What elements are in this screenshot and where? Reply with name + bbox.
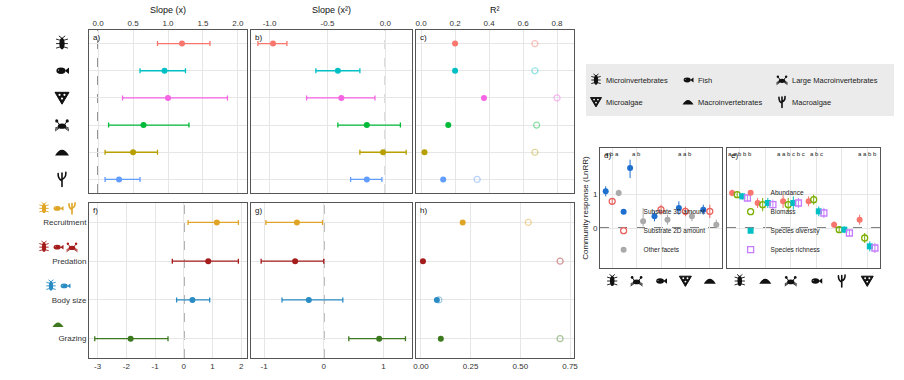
svg-text:-0.5: -0.5 [321, 19, 335, 28]
svg-text:Macroalgae: Macroalgae [792, 98, 831, 107]
svg-text:a b a: a b a [605, 151, 619, 157]
svg-text:Community response (LnRR): Community response (LnRR) [581, 156, 590, 260]
svg-text:Fish: Fish [698, 76, 712, 85]
svg-text:0.00: 0.00 [413, 362, 429, 371]
svg-text:0.50: 0.50 [513, 362, 529, 371]
svg-text:a): a) [93, 33, 100, 42]
svg-text:-1: -1 [261, 362, 269, 371]
svg-text:1.5: 1.5 [197, 19, 209, 28]
svg-text:-1.0: -1.0 [263, 19, 277, 28]
svg-text:0: 0 [593, 224, 598, 233]
svg-text:R²: R² [490, 5, 500, 15]
svg-text:a a b b b: a a b b b [728, 151, 752, 157]
svg-text:0.4: 0.4 [483, 19, 495, 28]
svg-text:a a b c b c: a a b c b c [777, 151, 805, 157]
svg-text:Substrate 2D amount: Substrate 2D amount [644, 227, 706, 234]
svg-text:0: 0 [182, 362, 187, 371]
svg-text:a a b: a a b [678, 151, 692, 157]
svg-text:0.75: 0.75 [562, 362, 578, 371]
svg-text:Biomass: Biomass [771, 208, 797, 215]
svg-text:-1: -1 [152, 362, 160, 371]
svg-text:a b c: a b c [810, 151, 823, 157]
svg-text:d): d) [604, 151, 611, 160]
svg-text:-3: -3 [94, 362, 102, 371]
svg-text:Recruitment: Recruitment [43, 218, 87, 227]
svg-text:0.5: 0.5 [127, 19, 139, 28]
svg-text:-2: -2 [123, 362, 131, 371]
svg-text:f): f) [93, 206, 98, 215]
svg-text:Microinvertebrates: Microinvertebrates [606, 76, 668, 85]
svg-text:0.0: 0.0 [93, 19, 105, 28]
svg-text:h): h) [420, 206, 427, 215]
svg-text:Slope (x²): Slope (x²) [312, 5, 351, 15]
svg-text:2.0: 2.0 [232, 19, 244, 28]
svg-text:0.8: 0.8 [551, 19, 563, 28]
svg-text:Large Macroinvertebrates: Large Macroinvertebrates [792, 76, 878, 85]
svg-text:2: 2 [239, 362, 244, 371]
svg-text:Other facets: Other facets [644, 246, 680, 253]
svg-text:Microalgae: Microalgae [606, 98, 643, 107]
svg-text:b): b) [255, 33, 262, 42]
svg-text:Substrate 3D amount: Substrate 3D amount [644, 208, 706, 215]
svg-text:a a b b: a a b b [858, 151, 877, 157]
svg-text:Species diversity: Species diversity [771, 227, 821, 235]
svg-text:Body size: Body size [52, 296, 87, 305]
svg-text:0.2: 0.2 [450, 19, 462, 28]
svg-text:g): g) [255, 206, 262, 215]
svg-text:1.0: 1.0 [162, 19, 174, 28]
svg-text:c): c) [420, 33, 427, 42]
svg-text:Grazing: Grazing [58, 334, 86, 343]
svg-text:Slope (x): Slope (x) [150, 5, 186, 15]
svg-text:1: 1 [381, 362, 386, 371]
svg-text:0.25: 0.25 [463, 362, 479, 371]
svg-text:Predation: Predation [52, 257, 86, 266]
svg-text:1: 1 [593, 190, 598, 199]
svg-text:e): e) [731, 151, 738, 160]
svg-text:0: 0 [322, 362, 327, 371]
svg-text:Species richness: Species richness [771, 246, 821, 254]
svg-text:1: 1 [210, 362, 215, 371]
svg-text:a b: a b [632, 151, 641, 157]
svg-text:0.6: 0.6 [517, 19, 529, 28]
svg-text:Abundance: Abundance [771, 189, 804, 196]
svg-text:0.0: 0.0 [416, 19, 428, 28]
svg-text:Macroinvertebrates: Macroinvertebrates [698, 98, 762, 107]
svg-text:0.0: 0.0 [380, 19, 392, 28]
